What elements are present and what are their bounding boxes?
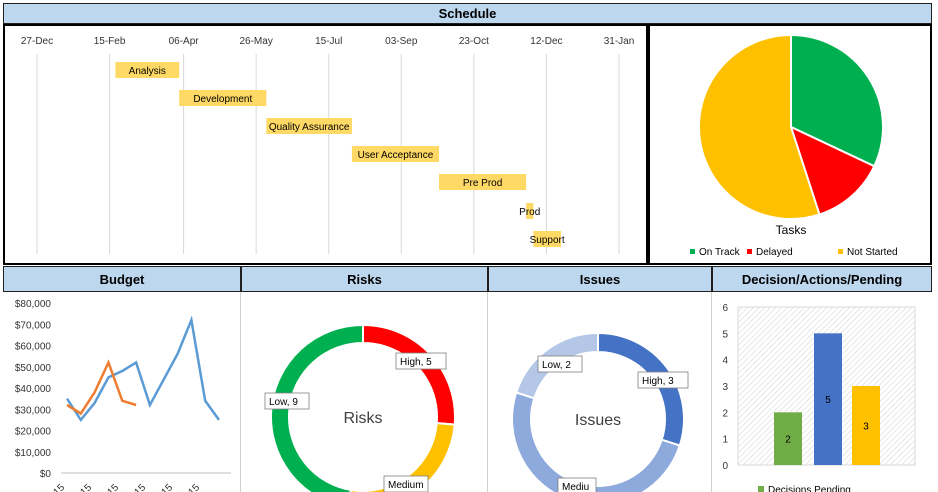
issues-center-label: Issues <box>575 412 621 429</box>
decisions-panel: 0 1 2 3 4 5 6 2 5 3 Decisions Pending <box>712 292 932 492</box>
tasks-legend-swatch <box>690 249 695 254</box>
tasks-legend-swatch <box>838 249 843 254</box>
gantt-task-bar <box>351 146 440 162</box>
budget-y-tick-label: $50,000 <box>15 363 52 374</box>
budget-x-tick-label: 15 <box>186 482 202 492</box>
decisions-y-tick-label: 3 <box>722 382 728 393</box>
risks-panel: Risks High, 5 Medium Low, 9 <box>241 292 488 492</box>
decisions-bar-value-label: 5 <box>825 395 831 406</box>
gantt-x-tick-label: 31-Jan <box>604 36 635 47</box>
risks-header: Risks <box>241 266 488 292</box>
issues-data-label-box <box>537 355 583 373</box>
decisions-bar <box>774 412 802 465</box>
decisions-legend-label: Decisions Pending <box>768 485 851 492</box>
issues-donut-chart: Issues High, 3 Mediu Low, 2 <box>511 331 689 492</box>
issues-data-label: Mediu <box>562 482 589 492</box>
budget-y-tick-label: $60,000 <box>15 342 52 353</box>
tasks-pie-title: Tasks <box>776 223 807 237</box>
issues-panel: Issues High, 3 Mediu Low, 2 <box>488 292 712 492</box>
decisions-bar <box>814 333 842 465</box>
risks-donut-slice <box>270 323 364 492</box>
budget-header: Budget <box>3 266 241 292</box>
budget-y-tick-label: $30,000 <box>15 405 52 416</box>
issues-data-label: High, 3 <box>642 376 674 387</box>
decisions-legend-swatch <box>758 486 764 492</box>
tasks-legend-swatch <box>747 249 752 254</box>
issues-data-label-box <box>557 477 597 492</box>
issues-donut-slice <box>511 391 682 492</box>
tasks-panel: Tasks On Track Delayed Not Started <box>648 24 932 265</box>
decisions-bar-chart: 0 1 2 3 4 5 6 2 5 3 Decisions Pending <box>722 303 916 492</box>
budget-panel: $0 $10,000 $20,000 $30,000 $40,000 $50,000 $60… <box>3 292 241 492</box>
gantt-x-tick-label: 03-Sep <box>385 36 418 47</box>
gantt-x-tick-label: 27-Dec <box>21 36 53 47</box>
tasks-pie-slice <box>698 33 821 220</box>
decisions-y-tick-label: 4 <box>722 356 728 367</box>
gantt-task-label: Quality Assurance <box>269 122 350 133</box>
gantt-x-tick-label: 26-May <box>239 36 272 47</box>
budget-x-tick-label: 15 <box>78 482 94 492</box>
tasks-legend-label: On Track <box>699 247 741 258</box>
gantt-x-tick-label: 15-Jul <box>315 36 342 47</box>
budget-y-tick-label: $80,000 <box>15 299 52 310</box>
gantt-task-bar <box>439 174 527 190</box>
decisions-y-tick-label: 1 <box>722 435 728 446</box>
risks-data-label-box <box>395 352 447 370</box>
gantt-task-bar <box>266 118 352 134</box>
decisions-y-tick-label: 6 <box>722 303 728 314</box>
gantt-task-label: Development <box>193 94 252 105</box>
decisions-header: Decision/Actions/Pending <box>712 266 932 292</box>
tasks-pie-slice <box>790 33 884 168</box>
risks-data-label: High, 5 <box>400 357 432 368</box>
budget-series-line <box>65 315 221 422</box>
budget-x-tick-label: 15 <box>105 482 121 492</box>
schedule-header: Schedule <box>3 3 932 24</box>
decisions-y-tick-label: 0 <box>722 461 728 472</box>
risks-data-label-box <box>264 392 310 410</box>
budget-y-tick-label: $0 <box>40 469 52 480</box>
tasks-legend-label: Not Started <box>847 247 898 258</box>
issues-data-label-box <box>637 371 689 389</box>
decisions-bar-value-label: 2 <box>785 435 791 446</box>
budget-x-tick-label: 15 <box>159 482 175 492</box>
gantt-task-bar <box>526 203 534 219</box>
gantt-task-label: Prod <box>519 207 540 218</box>
budget-x-tick-label: 15 <box>51 482 67 492</box>
risks-center-label: Risks <box>343 410 382 427</box>
budget-y-tick-label: $70,000 <box>15 320 52 331</box>
risks-data-label: Medium <box>388 480 424 491</box>
tasks-pie-slice <box>789 125 876 216</box>
risks-data-label-box <box>383 475 429 492</box>
gantt-chart: 27-Dec 15-Feb 06-Apr 26-May 15-Jul 03-Sep 23-O… <box>21 36 635 254</box>
gantt-task-bar <box>533 231 561 247</box>
schedule-panel: 27-Dec 15-Feb 06-Apr 26-May 15-Jul 03-Sep 23-O… <box>3 24 648 265</box>
risks-donut-chart: Risks High, 5 Medium Low, 9 <box>264 323 456 492</box>
decisions-bar-value-label: 3 <box>863 422 869 433</box>
issues-header: Issues <box>488 266 712 292</box>
budget-y-tick-label: $40,000 <box>15 384 52 395</box>
risks-data-label: Low, 9 <box>269 397 298 408</box>
tasks-pie-chart: Tasks On Track Delayed Not Started <box>690 33 898 258</box>
tasks-legend-label: Delayed <box>756 247 793 258</box>
budget-y-tick-label: $20,000 <box>15 427 52 438</box>
budget-series-line <box>66 359 137 416</box>
risks-donut-slice <box>349 422 456 492</box>
gantt-x-tick-label: 15-Feb <box>94 36 126 47</box>
decisions-bar <box>852 386 880 465</box>
gantt-task-label: Pre Prod <box>463 178 502 189</box>
gantt-task-bar <box>179 90 267 106</box>
gantt-task-label: User Acceptance <box>358 150 434 161</box>
gantt-x-tick-label: 12-Dec <box>530 36 562 47</box>
decisions-y-tick-label: 2 <box>722 408 728 419</box>
budget-line-chart: $0 $10,000 $20,000 $30,000 $40,000 $50,000 $60… <box>15 299 231 492</box>
gantt-task-label: Analysis <box>129 66 166 77</box>
decisions-y-tick-label: 5 <box>722 329 728 340</box>
gantt-x-tick-label: 06-Apr <box>169 36 200 47</box>
gantt-x-tick-label: 23-Oct <box>459 36 489 47</box>
gantt-task-label: Support <box>530 235 565 246</box>
budget-x-tick-label: 15 <box>132 482 148 492</box>
issues-data-label: Low, 2 <box>542 360 571 371</box>
budget-y-tick-label: $10,000 <box>15 448 52 459</box>
gantt-task-bar <box>115 62 180 78</box>
